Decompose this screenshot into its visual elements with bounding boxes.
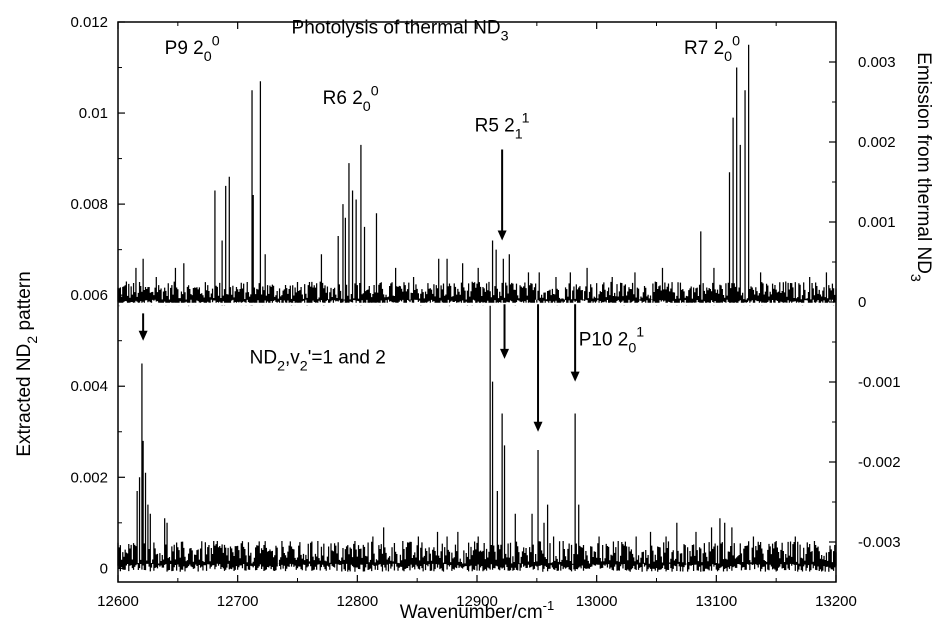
x-axis-label-text: Wavenumber/cm <box>400 602 543 623</box>
annotation-r5-part: R5 2 <box>475 115 515 136</box>
annotation-p10-part: 0 <box>628 340 636 356</box>
annotation-nd2-part: ,v <box>285 347 300 368</box>
right-y-tick-label: 0.003 <box>858 54 896 71</box>
left-y-tick-label: 0.006 <box>70 287 108 304</box>
annotation-r6-part: R6 2 <box>323 88 363 109</box>
arrow-head <box>570 371 580 382</box>
left-y-tick-label: 0.008 <box>70 196 108 213</box>
x-tick-label: 13200 <box>815 593 857 610</box>
annotation-r6-part: 0 <box>363 99 371 115</box>
left-y-axis-label-group: Extracted ND2 pattern <box>14 271 41 456</box>
annotation-p10-part: P10 2 <box>579 329 629 350</box>
annotation-r6: R6 200 <box>323 83 379 115</box>
x-tick-label: 12700 <box>217 593 259 610</box>
annotation-title: Photolysis of thermal ND3 <box>292 17 509 44</box>
annotation-r7-part: R7 2 <box>684 38 724 59</box>
left-y-axis-label: Extracted ND2 pattern <box>14 271 41 456</box>
x-tick-label: 12800 <box>336 593 378 610</box>
annotation-nd2-part: 2 <box>277 359 285 375</box>
annotation-p10-part: 1 <box>636 325 644 341</box>
left-y-tick-label: 0.012 <box>70 14 108 31</box>
right-y-tick-label: -0.001 <box>858 374 901 391</box>
annotation-p9-part: P9 2 <box>165 38 204 59</box>
annotation-r5: R5 211 <box>475 111 530 143</box>
annotation-r5-part: 1 <box>522 111 530 127</box>
x-axis-label: Wavenumber/cm-1 <box>400 598 554 623</box>
annotation-nd2-part: '=1 and 2 <box>308 347 386 368</box>
left-y-axis-label-part: 2 <box>25 336 41 344</box>
annotation-nd2-part: 2 <box>300 359 308 375</box>
x-tick-label: 12900 <box>456 593 498 610</box>
annotation-r7-part: 0 <box>732 33 740 49</box>
left-y-tick-label: 0.004 <box>70 378 108 395</box>
axis-ticks <box>117 21 837 583</box>
annotation-r7-part: 0 <box>724 49 732 65</box>
annotation-nd2: ND2,v2'=1 and 2 <box>250 347 386 374</box>
left-y-axis-label-part: pattern <box>14 271 35 335</box>
left-y-tick-label: 0.01 <box>79 105 108 122</box>
arrow-head <box>500 348 510 359</box>
annotation-r6-part: 0 <box>371 83 379 99</box>
right-y-tick-label: 0.002 <box>858 134 896 151</box>
annotation-r5-part: 1 <box>515 126 523 142</box>
annotation-p9-part: 0 <box>204 49 212 65</box>
left-y-axis-label-part: Extracted ND <box>14 344 35 457</box>
right-y-axis-label-part: 3 <box>907 274 923 282</box>
upper-spectrum-trace <box>117 44 837 307</box>
right-y-axis-label-group: Emission from thermal ND3 <box>907 52 934 282</box>
left-y-tick-label: 0 <box>100 560 108 577</box>
annotation-p10: P10 201 <box>579 325 645 357</box>
lower-spectrum-trace <box>117 299 837 572</box>
x-tick-label: 13000 <box>576 593 618 610</box>
annotation-r7: R7 200 <box>684 33 740 65</box>
right-y-tick-label: 0.001 <box>858 214 896 231</box>
annotation-title-part: Photolysis of thermal ND <box>292 17 501 38</box>
x-tick-label: 12600 <box>97 593 139 610</box>
right-y-tick-label: -0.003 <box>858 534 901 551</box>
x-tick-label: 13100 <box>695 593 737 610</box>
arrow-head <box>497 230 507 241</box>
arrow-head <box>138 330 148 341</box>
right-y-tick-label: -0.002 <box>858 454 901 471</box>
annotation-nd2-part: ND <box>250 347 277 368</box>
annotation-title-part: 3 <box>501 29 509 45</box>
right-y-axis-label-part: Emission from thermal ND <box>913 52 934 274</box>
annotation-p9: P9 200 <box>165 33 220 65</box>
annotation-p9-part: 0 <box>212 33 220 49</box>
arrow-head <box>533 421 543 432</box>
right-y-axis-label: Emission from thermal ND3 <box>907 52 934 282</box>
x-axis-label-superscript: -1 <box>543 598 555 613</box>
right-y-tick-label: 0 <box>858 294 866 311</box>
axis-and-annotation-text: 12600 12700 12800 12900 13000 13100 1320000.00… <box>14 14 934 623</box>
left-y-tick-label: 0.002 <box>70 469 108 486</box>
